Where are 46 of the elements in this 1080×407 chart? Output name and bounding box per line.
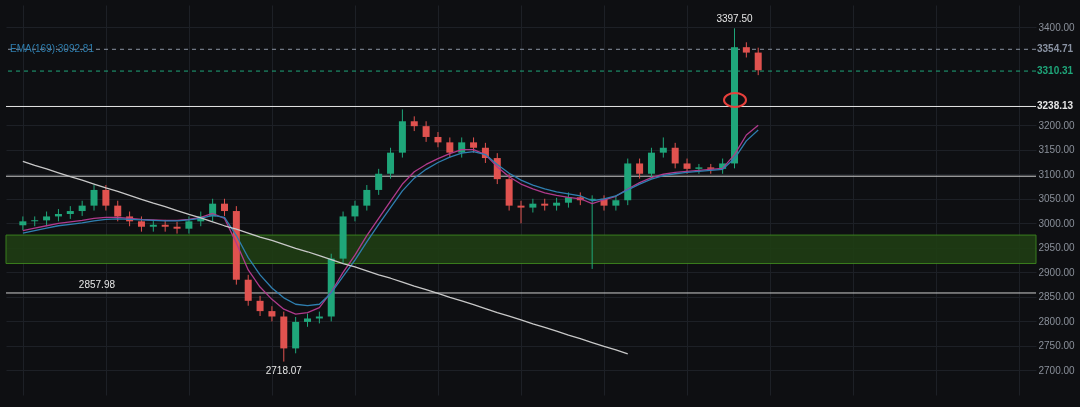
candlestick [244,274,252,307]
candlestick [114,200,122,222]
candlestick [612,194,620,212]
candlestick [19,215,27,231]
y-tick-label: 3200.00 [1038,119,1076,131]
y-tick-label: 3150.00 [1038,144,1076,156]
candlestick [659,136,667,159]
y-tick-label: 3100.00 [1038,168,1076,180]
candlestick [31,215,39,227]
candlestick [387,147,395,180]
candlestick [529,198,537,214]
y-tick-label: 2750.00 [1038,340,1076,352]
candlestick [636,158,644,180]
candlestick [422,120,430,143]
ref-line-label: 3354.71 [1037,43,1074,55]
y-tick-label: 3400.00 [1038,21,1076,33]
candlestick [173,221,181,235]
candlestick [90,184,98,212]
candlestick [351,200,359,222]
y-tick-label: 3050.00 [1038,193,1076,205]
candlestick [695,163,703,175]
ref-line-label: 3310.31 [1037,65,1074,77]
annotation: 2857.98 [78,278,116,290]
candlestick [185,215,193,235]
annotation: 2718.07 [265,364,303,376]
candlestick [647,147,655,180]
candlestick [754,47,762,76]
candlestick [683,158,691,175]
candlestick [446,136,454,159]
candlestick [671,142,679,169]
ref-line-label: 3238.13 [1037,100,1074,112]
candlestick [256,295,264,317]
y-tick-label: 2800.00 [1038,315,1076,327]
candlestick [102,184,110,212]
annotation: 3397.50 [716,13,753,25]
y-tick-label: 2950.00 [1038,242,1076,254]
y-tick-label: 3000.00 [1038,217,1076,229]
text: EMA(169):3092.81 [10,43,95,54]
candlestick [517,200,525,224]
candlestick [434,131,442,148]
y-tick-label: 2850.00 [1038,291,1076,303]
candlestick [363,184,371,212]
candlestick [375,168,383,196]
y-tick-label: 2900.00 [1038,266,1076,278]
y-tick-label: 2700.00 [1038,364,1076,376]
candlestick [268,305,276,322]
